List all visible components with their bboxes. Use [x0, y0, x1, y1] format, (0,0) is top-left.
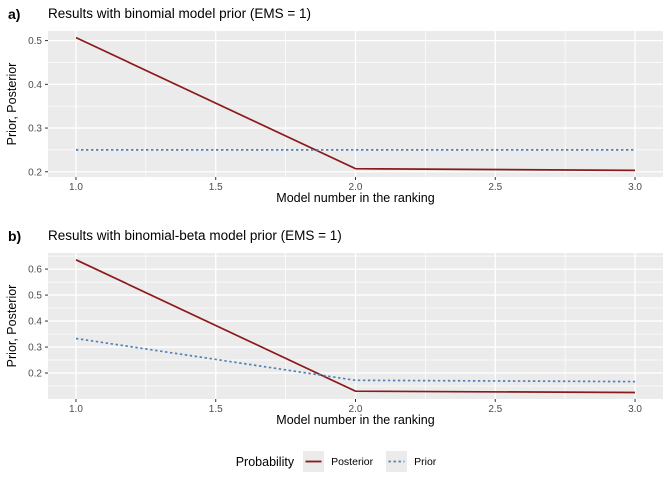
y-tick-label: 0.5 — [28, 36, 42, 47]
chart-a-title: Results with binomial model prior (EMS =… — [48, 6, 311, 21]
x-tick-label: 3.0 — [628, 404, 642, 415]
chart-a-y-axis-title: Prior, Posterior — [5, 62, 19, 146]
y-tick-label: 0.5 — [28, 291, 42, 302]
x-tick-label: 1.5 — [209, 404, 223, 415]
y-tick-label: 0.3 — [28, 124, 42, 135]
posterior-line-sample-icon — [305, 460, 322, 463]
legend-label-prior: Prior — [414, 455, 437, 468]
chart-b-x-axis-title: Model number in the ranking — [276, 413, 435, 427]
y-tick-label: 0.4 — [28, 317, 42, 328]
x-tick-label: 2.5 — [488, 404, 502, 415]
chart-b-title: Results with binomial-beta model prior (… — [48, 228, 342, 243]
chart-a-panel: 1.0 1.5 2.0 2.5 3.0 0.2 0.3 0.4 0.5 — [28, 31, 663, 193]
x-tick-label: 2.0 — [349, 182, 363, 193]
x-tick-label: 1.0 — [69, 404, 83, 415]
chart-b-y-axis-title: Prior, Posterior — [5, 284, 19, 368]
chart-a-panel-label: a) — [8, 6, 21, 22]
chart-a-x-axis-title: Model number in the ranking — [276, 191, 435, 205]
chart-b-panel-label: b) — [8, 228, 22, 244]
y-tick-label: 0.2 — [28, 167, 42, 178]
y-tick-label: 0.6 — [28, 265, 42, 276]
x-tick-label: 1.0 — [69, 182, 83, 193]
legend-label-posterior: Posterior — [331, 455, 374, 468]
x-tick-label: 3.0 — [628, 182, 642, 193]
y-tick-label: 0.4 — [28, 80, 42, 91]
posterior-line — [75, 36, 636, 172]
legend: Probability Posterior Prior — [0, 448, 672, 475]
y-tick-label: 0.3 — [28, 343, 42, 354]
legend-key-prior — [386, 451, 408, 472]
posterior-line — [75, 259, 636, 394]
x-tick-label: 2.5 — [488, 182, 502, 193]
y-tick-label: 0.2 — [28, 369, 42, 380]
legend-title: Probability — [235, 454, 295, 469]
x-tick-label: 1.5 — [209, 182, 223, 193]
chart-b-panel: 1.0 1.5 2.0 2.5 3.0 0.2 0.3 0.4 0.5 0.6 — [28, 253, 663, 415]
x-tick-label: 2.0 — [349, 404, 363, 415]
legend-key-posterior — [303, 451, 325, 472]
prior-line-sample-icon — [388, 460, 405, 463]
